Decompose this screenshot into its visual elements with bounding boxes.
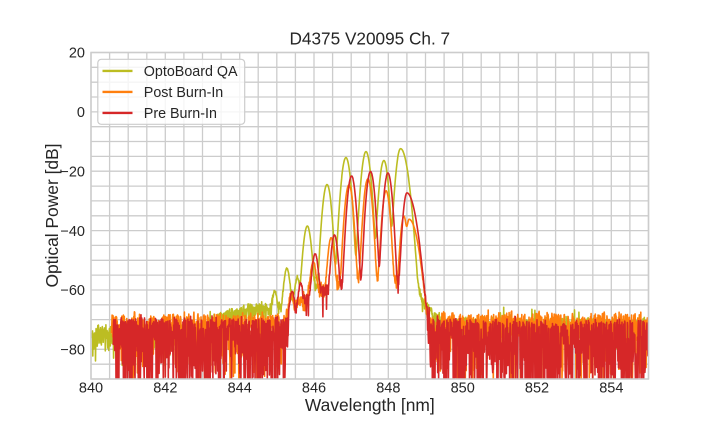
svg-text:850: 850 <box>451 380 475 396</box>
svg-text:Pre Burn-In: Pre Burn-In <box>144 106 217 122</box>
svg-text:Optical Power [dB]: Optical Power [dB] <box>42 143 62 287</box>
svg-text:840: 840 <box>79 380 103 396</box>
svg-text:848: 848 <box>376 380 400 396</box>
svg-text:846: 846 <box>302 380 326 396</box>
svg-text:−40: −40 <box>60 224 85 240</box>
svg-text:OptoBoard QA: OptoBoard QA <box>144 64 238 80</box>
svg-text:842: 842 <box>153 380 177 396</box>
svg-text:854: 854 <box>599 380 623 396</box>
svg-text:−20: −20 <box>60 164 85 180</box>
svg-text:Wavelength [nm]: Wavelength [nm] <box>305 395 435 415</box>
svg-text:0: 0 <box>77 105 85 121</box>
svg-text:844: 844 <box>228 380 252 396</box>
svg-text:20: 20 <box>69 46 85 62</box>
svg-text:852: 852 <box>525 380 549 396</box>
svg-text:−60: −60 <box>60 283 85 299</box>
svg-text:D4375 V20095 Ch. 7: D4375 V20095 Ch. 7 <box>290 29 451 49</box>
svg-text:Post Burn-In: Post Burn-In <box>144 85 224 101</box>
svg-text:−80: −80 <box>60 343 85 359</box>
